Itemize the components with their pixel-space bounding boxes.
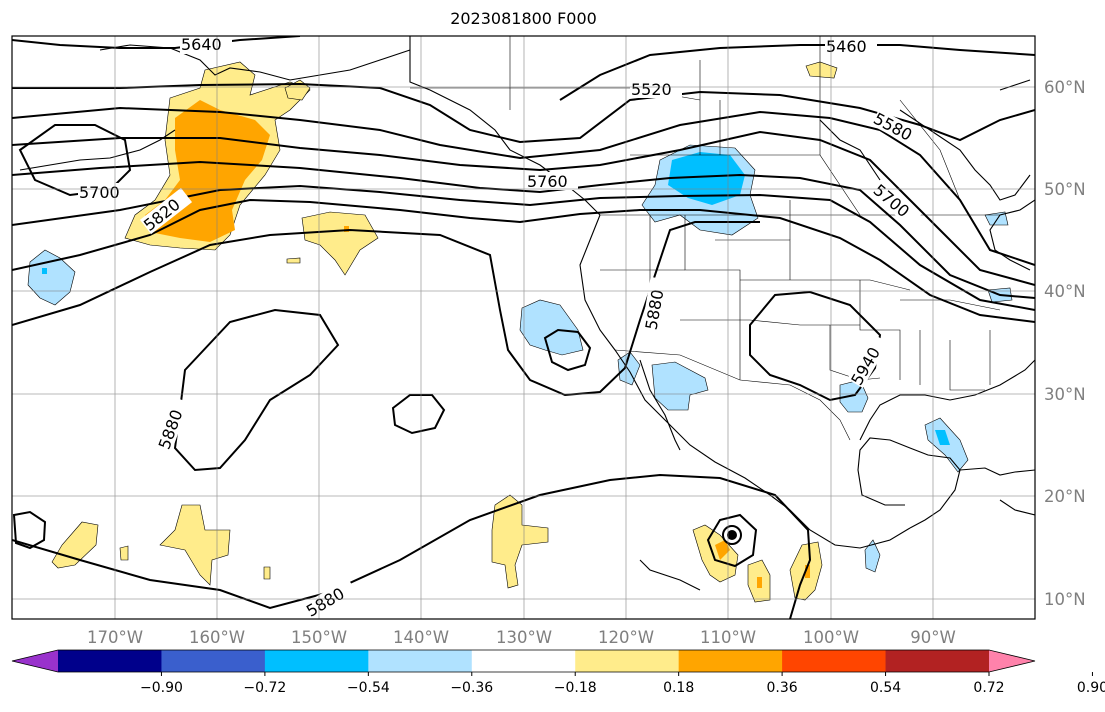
lat-label: 60°N <box>1044 78 1086 97</box>
colorbar-box <box>471 650 576 672</box>
contour-5580 <box>12 106 1035 266</box>
contour-label: 5940 <box>847 344 884 389</box>
contour-label: 5880 <box>303 584 348 621</box>
lon-label: 170°W <box>87 628 143 647</box>
height-contours <box>12 36 1035 619</box>
colorbar-tick-label: −0.54 <box>347 680 390 696</box>
lon-label: 130°W <box>496 628 552 647</box>
shade-yellow-nw-canada <box>805 61 838 79</box>
shade-yellow-hurricane <box>692 524 739 583</box>
colorbar-tick-label: −0.18 <box>554 680 597 696</box>
lat-label: 10°N <box>1044 590 1086 609</box>
shade-yellow-sw3 <box>119 545 129 561</box>
colorbar-box <box>161 650 266 672</box>
lon-label: 160°W <box>189 628 245 647</box>
lat-label: 20°N <box>1044 487 1086 506</box>
lat-label: 50°N <box>1044 180 1086 199</box>
shade-lightblue-calif <box>519 299 584 356</box>
map-title: 2023081800 F000 <box>450 9 597 28</box>
contour-5700-ring <box>18 124 132 197</box>
colorbar-box <box>264 650 369 672</box>
colorbar-box <box>885 650 990 672</box>
contour-ring-small <box>391 394 446 435</box>
contour-label: 5460 <box>826 37 867 56</box>
colorbar-tick-label: 0.54 <box>870 680 901 696</box>
longitude-labels: 170°W 160°W 150°W 140°W 130°W 120°W 110°… <box>87 628 956 647</box>
shade-yellow-sw4 <box>263 566 271 580</box>
lon-label: 150°W <box>291 628 347 647</box>
shade-blue-pac-w <box>42 268 47 274</box>
colorbar-tick-label: 0.36 <box>767 680 798 696</box>
lat-label: 40°N <box>1044 282 1086 301</box>
hurricane-core <box>722 525 742 545</box>
colorbar-tick-label: 0.18 <box>663 680 694 696</box>
colorbar-box <box>678 650 783 672</box>
colorbar-outline <box>11 649 1036 673</box>
shade-yellow-small <box>286 257 301 264</box>
contour-5460 <box>559 44 1035 101</box>
contour-ring-calif <box>543 328 592 372</box>
shade-yellow-130w <box>491 494 549 589</box>
colorbar-extend-low <box>12 650 58 672</box>
shade-lightblue-baja2 <box>651 361 709 411</box>
contour-label: 5760 <box>527 172 568 191</box>
lon-label: 140°W <box>393 628 449 647</box>
colorbar-extend-high <box>989 650 1035 672</box>
map-frame <box>11 35 1036 620</box>
colorbar-tick-label: −0.36 <box>450 680 493 696</box>
contour-5640b <box>12 130 1035 286</box>
shade-orange-hurricane <box>715 540 730 560</box>
contour-ring-sw <box>12 510 47 550</box>
colorbar-box <box>575 650 680 672</box>
lon-label: 100°W <box>803 628 859 647</box>
contour-5880-main <box>12 221 760 397</box>
contour-5700 <box>12 160 1035 299</box>
contour-label: 5880 <box>155 407 187 452</box>
shade-blue-canada <box>668 152 745 205</box>
colorbar-tick-label: −0.90 <box>140 680 183 696</box>
colorbar-box <box>368 650 473 672</box>
colorbar: −0.90 −0.72 −0.54 −0.36 −0.18 0.18 0.36 0.54 0.7… <box>11 649 1105 696</box>
shade-yellow-sw1 <box>51 521 99 569</box>
contour-ring-hurricane <box>706 513 758 568</box>
shade-blue-gulf <box>935 430 950 445</box>
shade-yellow-sw2 <box>159 504 231 586</box>
state-borders <box>410 36 1001 441</box>
colorbar-tick-label: 0.90 <box>1077 680 1105 696</box>
shade-orange-mexico1 <box>757 577 762 588</box>
contour-label: 5880 <box>642 288 668 331</box>
colorbar-tick-label: 0.72 <box>973 680 1004 696</box>
colorbar-box <box>782 650 887 672</box>
contour-label: 5700 <box>79 183 120 202</box>
contour-label: 5640 <box>181 35 222 54</box>
shade-yellow-midpac <box>301 211 379 276</box>
colorbar-box <box>58 650 162 672</box>
contour-5820 <box>12 198 1035 323</box>
contour-label: 5580 <box>870 109 915 145</box>
lon-label: 110°W <box>700 628 756 647</box>
contour-5880-south <box>12 473 812 619</box>
contour-label: 5520 <box>631 80 672 99</box>
shade-lightblue-cent-am <box>864 539 881 573</box>
lon-label: 90°W <box>910 628 956 647</box>
contour-5640 <box>12 36 301 49</box>
colorbar-tick-label: −0.72 <box>243 680 286 696</box>
gridlines <box>12 36 1035 619</box>
contour-5880-ring-pac <box>173 308 340 472</box>
lon-label: 120°W <box>598 628 654 647</box>
lat-label: 30°N <box>1044 385 1086 404</box>
latitude-labels: 60°N 50°N 40°N 30°N 20°N 10°N <box>1044 78 1086 609</box>
shade-lightblue-baja1 <box>617 351 641 386</box>
